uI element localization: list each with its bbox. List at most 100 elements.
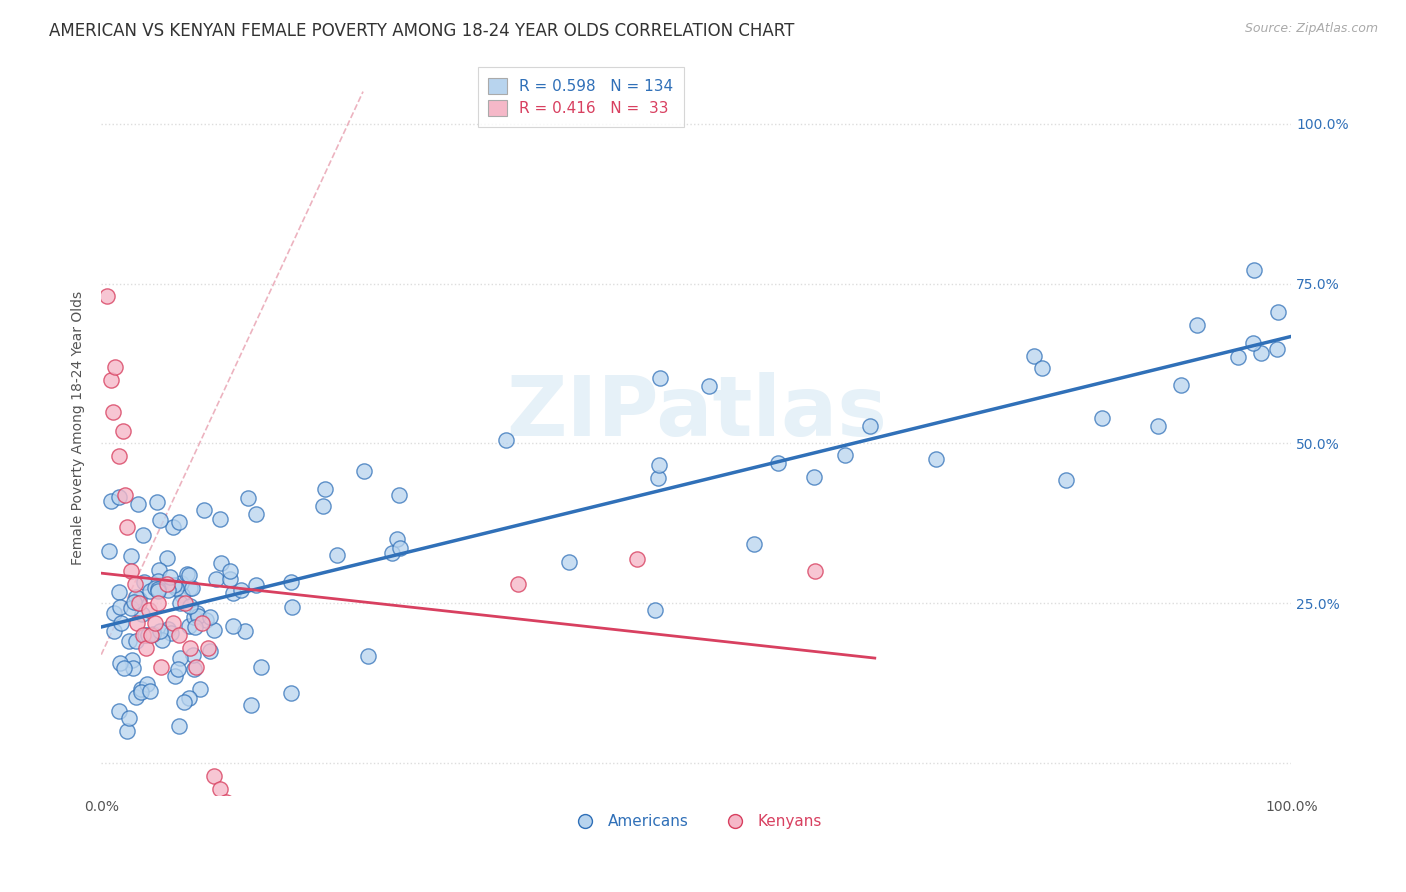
Point: [179, 641, 201, 656]
Point: [218, 572, 240, 586]
Point: [202, 769, 225, 783]
Point: [173, 695, 195, 709]
Point: [138, 603, 160, 617]
Point: [387, 532, 409, 546]
Point: [148, 563, 170, 577]
Point: [146, 574, 169, 588]
Point: [165, 669, 187, 683]
Point: [114, 488, 136, 502]
Point: [187, 608, 209, 623]
Point: [177, 568, 200, 582]
Point: [103, 624, 125, 639]
Point: [925, 452, 948, 467]
Point: [107, 490, 129, 504]
Point: [169, 651, 191, 665]
Point: [219, 564, 242, 578]
Point: [169, 596, 191, 610]
Point: [134, 575, 156, 590]
Point: [120, 549, 142, 563]
Point: [163, 578, 186, 592]
Point: [859, 418, 882, 433]
Point: [149, 660, 172, 674]
Point: [127, 497, 149, 511]
Point: [129, 685, 152, 699]
Point: [120, 565, 142, 579]
Point: [222, 586, 245, 600]
Point: [117, 519, 139, 533]
Point: [1250, 345, 1272, 359]
Point: [155, 550, 177, 565]
Point: [136, 628, 159, 642]
Point: [169, 515, 191, 529]
Point: [186, 660, 208, 674]
Point: [1031, 360, 1053, 375]
Point: [204, 572, 226, 586]
Point: [108, 599, 131, 614]
Point: [125, 615, 148, 630]
Point: [100, 494, 122, 508]
Point: [146, 582, 169, 597]
Point: [766, 456, 789, 470]
Point: [165, 582, 187, 596]
Point: [118, 711, 141, 725]
Point: [495, 433, 517, 447]
Y-axis label: Female Poverty Among 18-24 Year Olds: Female Poverty Among 18-24 Year Olds: [72, 291, 86, 565]
Point: [132, 527, 155, 541]
Point: [170, 588, 193, 602]
Point: [124, 577, 146, 591]
Point: [148, 597, 170, 611]
Point: [1185, 318, 1208, 333]
Point: [250, 660, 273, 674]
Point: [122, 595, 145, 609]
Point: [1265, 342, 1288, 356]
Point: [112, 661, 135, 675]
Point: [804, 565, 827, 579]
Point: [179, 619, 201, 633]
Point: [209, 512, 232, 526]
Point: [506, 577, 529, 591]
Point: [149, 513, 172, 527]
Point: [186, 606, 208, 620]
Point: [381, 546, 404, 560]
Point: [742, 536, 765, 550]
Point: [110, 616, 132, 631]
Point: [146, 583, 169, 598]
Point: [167, 628, 190, 642]
Point: [150, 632, 173, 647]
Point: [104, 359, 127, 374]
Point: [190, 682, 212, 697]
Point: [179, 581, 201, 595]
Point: [173, 597, 195, 611]
Point: [132, 628, 155, 642]
Point: [143, 581, 166, 595]
Point: [179, 599, 201, 613]
Point: [235, 624, 257, 639]
Point: [834, 448, 856, 462]
Point: [103, 606, 125, 620]
Point: [156, 577, 179, 591]
Point: [167, 662, 190, 676]
Point: [107, 584, 129, 599]
Point: [626, 551, 648, 566]
Point: [181, 648, 204, 662]
Point: [121, 653, 143, 667]
Point: [239, 698, 262, 712]
Point: [209, 782, 232, 797]
Point: [156, 582, 179, 597]
Point: [111, 424, 134, 438]
Point: [209, 557, 232, 571]
Point: [142, 626, 165, 640]
Point: [127, 596, 149, 610]
Point: [121, 661, 143, 675]
Point: [143, 615, 166, 630]
Point: [325, 548, 347, 562]
Point: [191, 615, 214, 630]
Text: Source: ZipAtlas.com: Source: ZipAtlas.com: [1244, 22, 1378, 36]
Point: [157, 622, 180, 636]
Point: [1243, 263, 1265, 277]
Point: [281, 600, 304, 615]
Point: [170, 575, 193, 590]
Point: [1147, 419, 1170, 434]
Point: [100, 372, 122, 386]
Point: [1091, 411, 1114, 425]
